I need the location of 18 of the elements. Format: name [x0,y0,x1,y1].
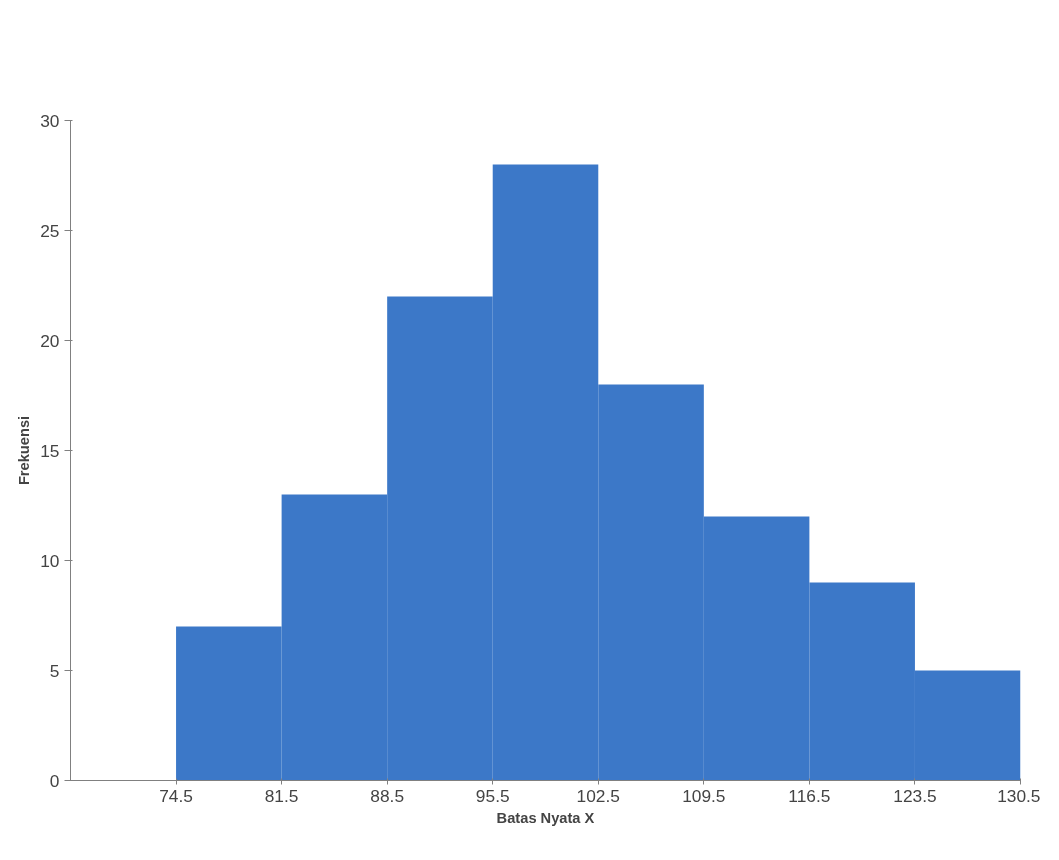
x-axis-title: Batas Nyata X [496,809,595,826]
x-tick-label: 95.5 [475,785,510,806]
y-tick-label: 25 [40,220,60,241]
x-tick-label: 88.5 [370,785,405,806]
x-tick-label: 74.5 [159,785,193,806]
x-tick-label: 123.5 [893,785,937,806]
y-tick-label: 20 [40,330,60,351]
y-tick-label: 10 [40,550,60,571]
x-tick-label: 81.5 [264,785,299,806]
y-axis-title: Frekuensi [16,415,33,486]
y-tick-label: 15 [40,440,60,461]
y-tick-label: 5 [49,660,60,681]
x-tick-label: 109.5 [682,785,726,806]
x-tick-label: 102.5 [576,785,620,806]
y-tick-label: 30 [40,110,60,131]
x-tick-label: 130.5 [997,785,1041,806]
x-tick-label: 116.5 [788,785,831,806]
y-tick-label: 0 [49,770,60,791]
